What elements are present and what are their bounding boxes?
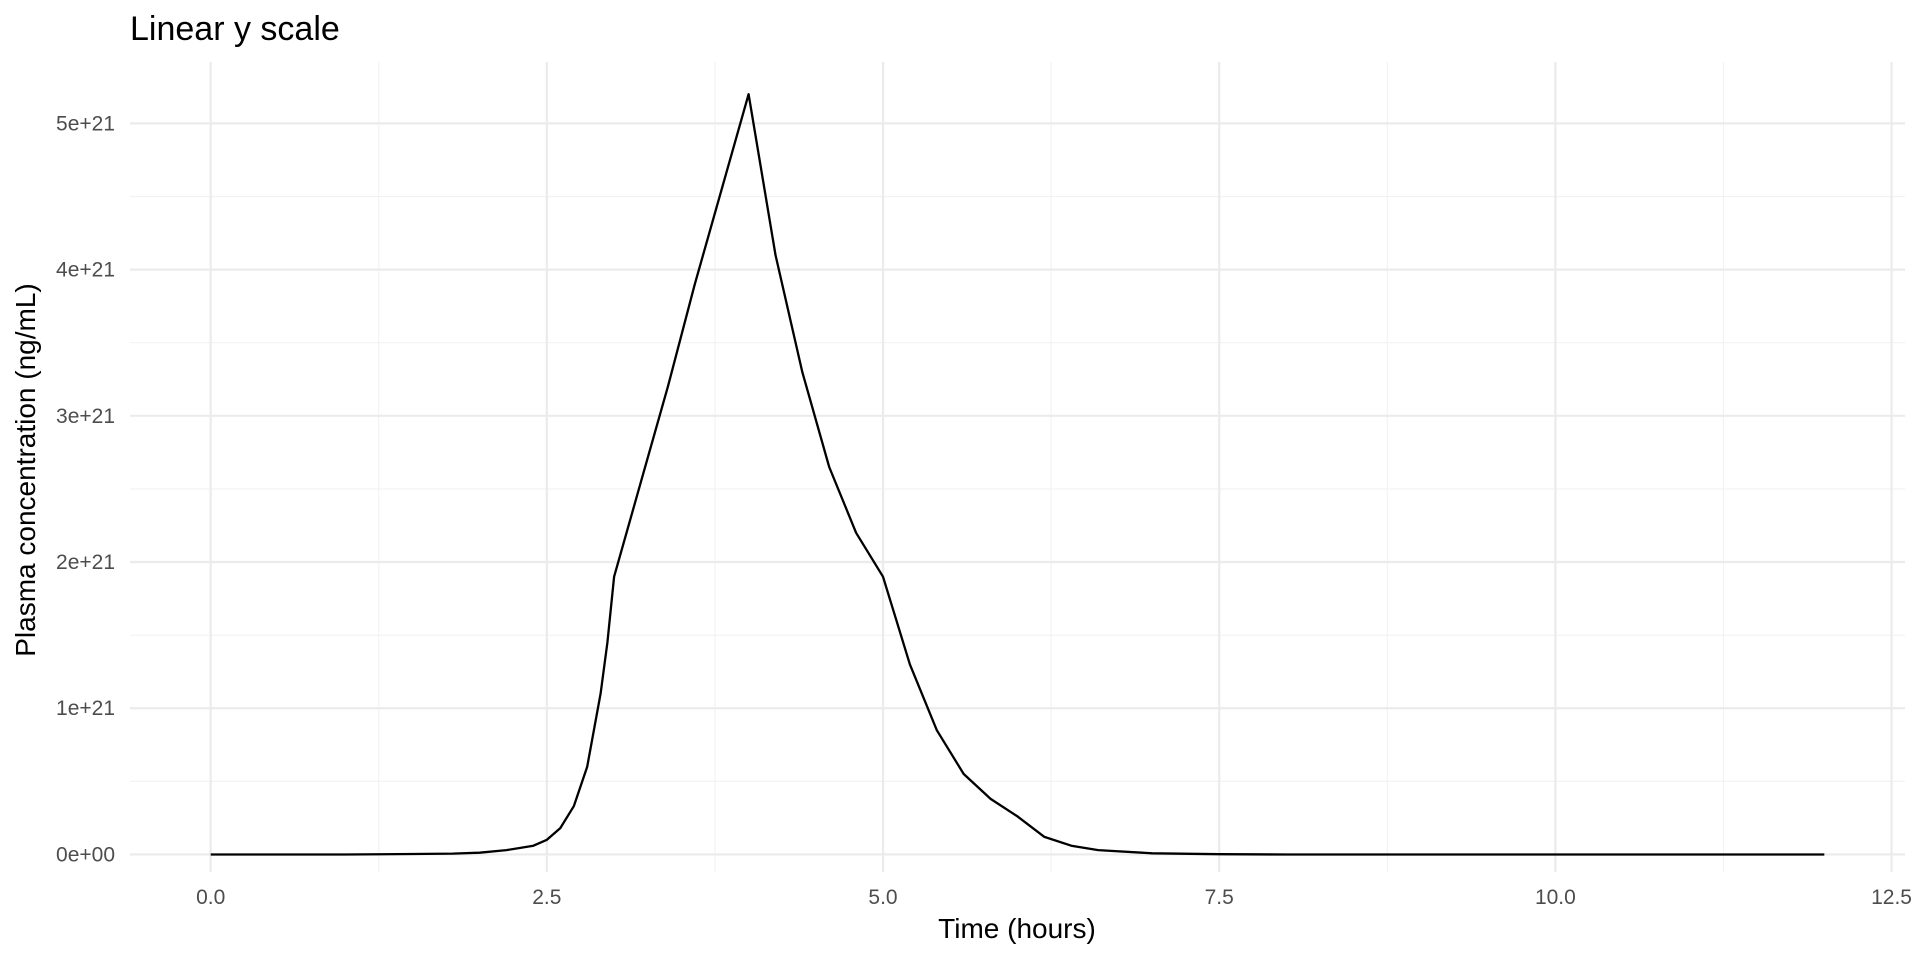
y-axis-title: Plasma concentration (ng/mL) [10, 283, 41, 657]
x-axis-tick-labels: 0.0 2.5 5.0 7.5 10.0 12.5 [196, 886, 1912, 909]
concentration-series-line [210, 93, 1825, 856]
x-tick-label: 5.0 [868, 886, 897, 909]
y-tick-label: 3e+21 [56, 405, 115, 428]
chart-title: Linear y scale [130, 10, 340, 48]
y-tick-label: 2e+21 [56, 551, 115, 574]
y-tick-label: 1e+21 [56, 697, 115, 720]
x-tick-label: 2.5 [532, 886, 561, 909]
series-layer [210, 93, 1825, 856]
x-tick-label: 0.0 [196, 886, 225, 909]
y-axis-tick-labels: 0e+00 1e+21 2e+21 3e+21 4e+21 5e+21 [56, 112, 115, 866]
y-tick-label: 0e+00 [56, 843, 115, 866]
minor-gridlines [130, 62, 1905, 872]
y-tick-label: 4e+21 [56, 259, 115, 282]
y-tick-label: 5e+21 [56, 112, 115, 135]
major-gridlines [130, 62, 1905, 872]
x-tick-label: 7.5 [1205, 886, 1234, 909]
x-axis-title: Time (hours) [938, 913, 1096, 944]
x-tick-label: 12.5 [1871, 886, 1912, 909]
x-tick-label: 10.0 [1535, 886, 1576, 909]
